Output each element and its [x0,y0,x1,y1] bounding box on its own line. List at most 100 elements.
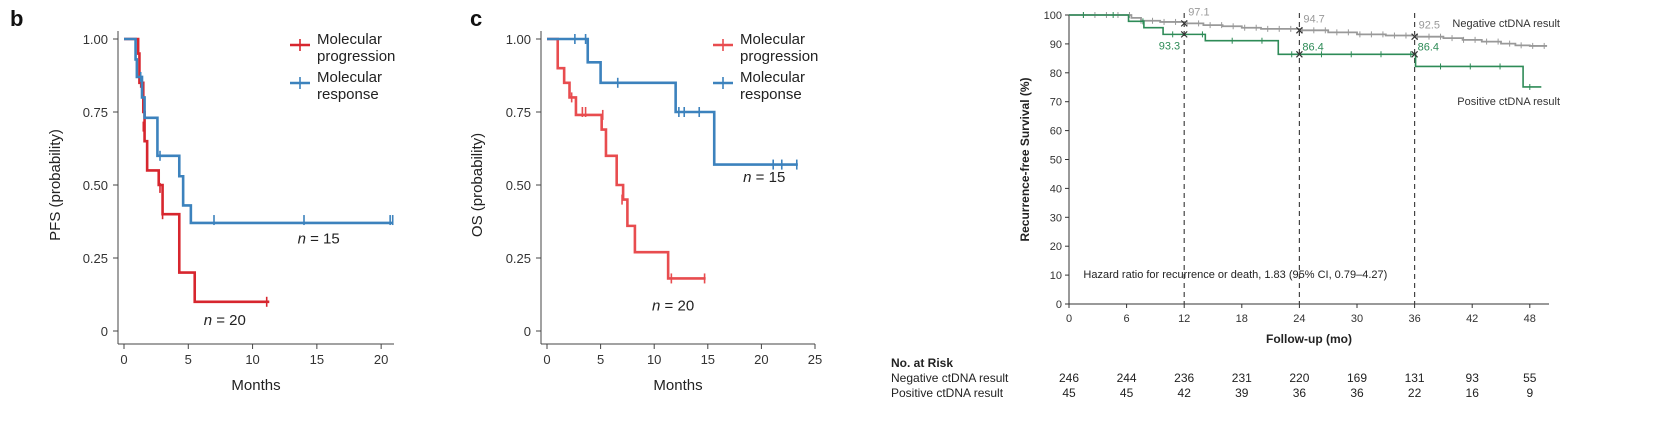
y-axis-title: Recurrence-free Survival (%) [1018,77,1032,241]
y-tick-label: 20 [1050,241,1062,253]
risk-count: 16 [1466,386,1480,400]
panel-letter: b [10,6,23,31]
y-tick-label: 0 [524,324,531,339]
y-tick-label: 0 [101,324,108,339]
negative-end-label: Negative ctDNA result [1452,18,1560,30]
timepoint-value-label: 86.4 [1302,41,1323,53]
x-tick-label: 0 [543,352,550,367]
x-tick-label: 24 [1293,313,1305,325]
x-tick-label: 42 [1466,313,1478,325]
timepoint-value-label: 92.5 [1419,20,1440,32]
series-line-response [547,37,798,166]
series-line-progression [124,37,270,304]
y-tick-label: 0.75 [506,105,531,120]
series-line-positive [1069,14,1542,88]
x-tick-label: 30 [1351,313,1363,325]
y-tick-label: 40 [1050,183,1062,195]
legend-label: Molecular [740,69,805,86]
x-tick-label: 5 [185,352,192,367]
panel-b: b 0 0.25 0.50 0.75 1.00 0 5 10 15 20 Months PFS (pro… [10,6,395,394]
timepoint-marker [1295,50,1303,58]
y-axis-title: PFS (probability) [47,129,64,241]
legend-label: Molecular [740,31,805,48]
y-tick-label: 100 [1044,10,1062,22]
y-tick-label: 60 [1050,126,1062,138]
x-tick-label: 15 [701,352,715,367]
panel-letter: c [470,6,482,31]
x-tick-label: 0 [1066,313,1072,325]
risk-count: 39 [1235,386,1249,400]
risk-count: 9 [1526,386,1533,400]
legend-label: response [317,86,379,103]
risk-count: 131 [1405,371,1425,385]
timepoint-marker [1180,30,1188,38]
x-axis-title: Follow-up (mo) [1266,332,1352,346]
y-tick-label: 0.75 [83,105,108,120]
risk-count: 22 [1408,386,1422,400]
n-annotation: n = 15 [298,230,340,247]
timepoint-marker [1295,26,1303,34]
x-tick-label: 10 [245,352,259,367]
panel-c: c 0 0.25 0.50 0.75 1.00 0 5 10 15 20 25 Months OS (pr… [469,6,822,394]
x-tick-label: 0 [120,352,127,367]
x-tick-label: 10 [647,352,661,367]
x-axis-title: Months [653,377,702,394]
risk-count: 93 [1466,371,1480,385]
risk-count: 220 [1289,371,1309,385]
y-tick-label: 0.25 [83,251,108,266]
timepoint-marker [1411,33,1419,41]
risk-count: 244 [1117,371,1137,385]
positive-end-label: Positive ctDNA result [1457,96,1560,108]
x-tick-label: 18 [1236,313,1248,325]
risk-row-label: Negative ctDNA result [891,371,1009,385]
x-tick-label: 12 [1178,313,1190,325]
risk-count: 55 [1523,371,1537,385]
y-tick-label: 1.00 [506,32,531,47]
x-tick-label: 15 [310,352,324,367]
risk-count: 36 [1350,386,1364,400]
n-annotation: n = 20 [652,298,694,315]
timepoint-value-label: 94.7 [1303,13,1324,25]
timepoint-marker [1411,50,1419,58]
legend-label: progression [317,48,395,65]
risk-row-label: Positive ctDNA result [891,386,1004,400]
x-tick-label: 6 [1124,313,1130,325]
n-annotation: n = 15 [743,169,785,186]
y-tick-label: 70 [1050,97,1062,109]
y-tick-label: 90 [1050,39,1062,51]
y-axis-title: OS (probability) [469,133,486,237]
y-tick-label: 0.50 [506,178,531,193]
x-tick-label: 20 [754,352,768,367]
series-line-progression [547,37,706,280]
x-tick-label: 5 [597,352,604,367]
risk-count: 45 [1062,386,1076,400]
risk-table-title: No. at Risk [891,356,953,370]
x-tick-label: 36 [1408,313,1420,325]
y-tick-label: 0 [1056,299,1062,311]
x-tick-label: 48 [1524,313,1536,325]
risk-count: 169 [1347,371,1367,385]
y-tick-label: 10 [1050,270,1062,282]
risk-count: 42 [1178,386,1192,400]
timepoint-value-label: 97.1 [1188,6,1209,18]
y-tick-label: 0.50 [83,178,108,193]
timepoint-marker [1180,19,1188,27]
legend-label: progression [740,48,818,65]
legend-label: Molecular [317,69,382,86]
n-annotation: n = 20 [204,312,246,329]
x-axis-title: Months [231,377,280,394]
y-tick-label: 50 [1050,155,1062,167]
timepoint-value-label: 86.4 [1418,41,1439,53]
x-tick-label: 20 [374,352,388,367]
y-tick-label: 80 [1050,68,1062,80]
legend-label: Molecular [317,31,382,48]
risk-count: 45 [1120,386,1134,400]
x-tick-label: 25 [808,352,822,367]
series-line-response [124,37,393,225]
timepoint-value-label: 93.3 [1159,40,1180,52]
panel-rfs: 0 10 20 30 40 50 60 70 80 90 100 0 6 12 18 24 30 36 42 48 Fo… [891,6,1560,400]
risk-count: 236 [1174,371,1194,385]
risk-count: 246 [1059,371,1079,385]
series-line-negative [1069,14,1548,47]
